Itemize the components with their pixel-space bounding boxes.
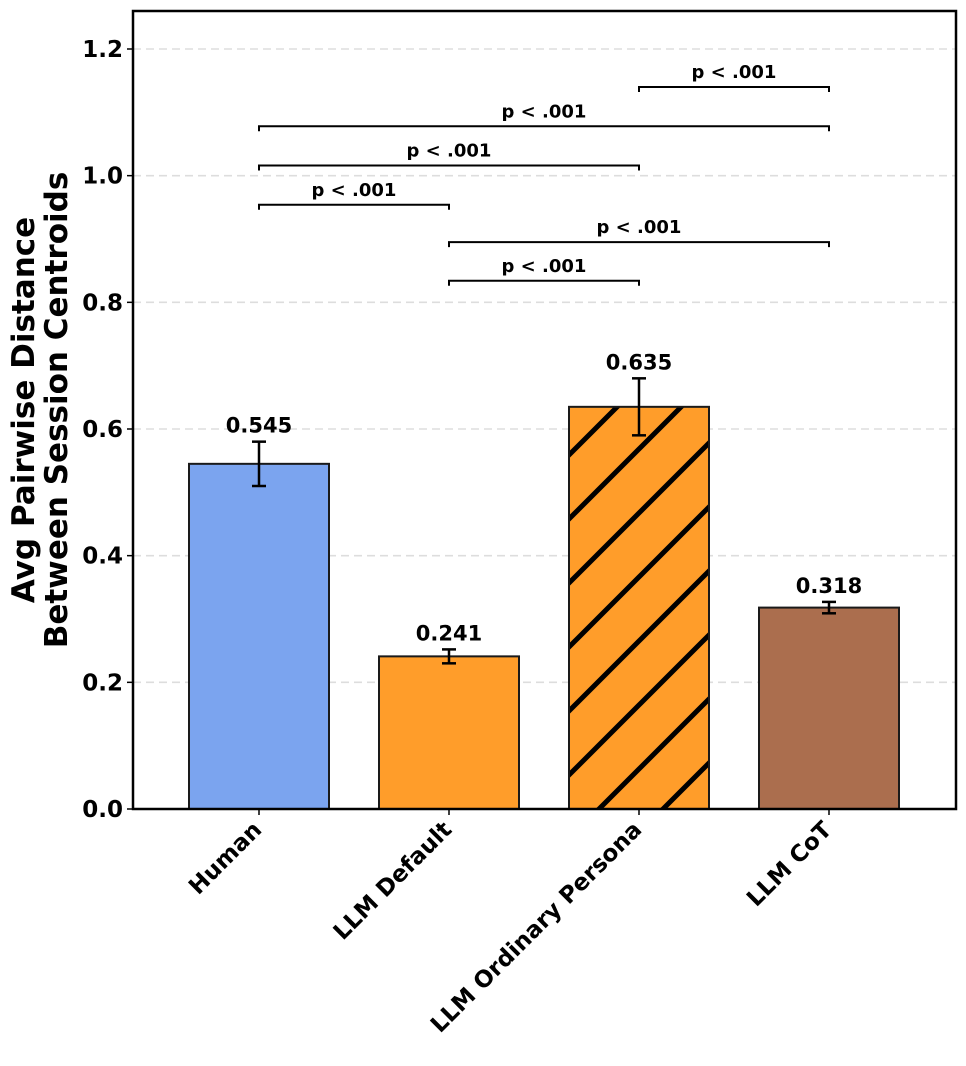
value-label: 0.318 [796,574,862,598]
significance-label: p < .001 [502,101,587,122]
significance-bracket [448,241,830,248]
significance-layer: p < .001 p < .001 p < .001 p < .001 p < .001… [258,62,830,286]
x-tick-label: LLM Default [329,817,457,945]
y-tick-label: 0.8 [82,290,123,316]
plot-frame [131,9,958,811]
bar [189,463,329,809]
significance-bracket [258,125,830,132]
bar [759,607,899,809]
x-tick-label: Human [184,817,267,900]
y-axis-title: Avg Pairwise Distance Between Session Ce… [6,172,75,649]
y-tick-label: 1.2 [82,37,123,63]
value-label: 0.545 [226,414,292,438]
significance-label: p < .001 [312,180,397,201]
bars-layer: 0.545 0.241 0.635 0.318 [188,350,900,810]
value-label: 0.241 [416,621,482,645]
y-axis-title-line-2: Between Session Centroids [39,172,75,649]
y-tick-label: 1.0 [82,164,123,190]
significance-bracket [638,86,830,92]
significance-bracket [258,203,450,210]
significance-label: p < .001 [597,217,682,238]
y-axis-title-line-1: Avg Pairwise Distance [6,217,42,603]
bar-hatch [569,406,709,809]
significance-bracket [258,164,640,171]
value-label: 0.635 [606,350,672,374]
bar [379,656,519,809]
significance-label: p < .001 [502,256,587,277]
significance-label: p < .001 [407,141,492,162]
x-tick-label: LLM Ordinary Persona [426,817,647,1038]
y-tick-label: 0.2 [82,670,123,696]
significance-label: p < .001 [692,62,777,83]
significance-bracket [448,279,640,286]
x-tick-label: LLM CoT [742,817,837,912]
y-tick-label: 0.6 [82,417,123,443]
y-tick-label: 0.4 [82,544,123,570]
y-tick-label: 0.0 [82,797,123,823]
